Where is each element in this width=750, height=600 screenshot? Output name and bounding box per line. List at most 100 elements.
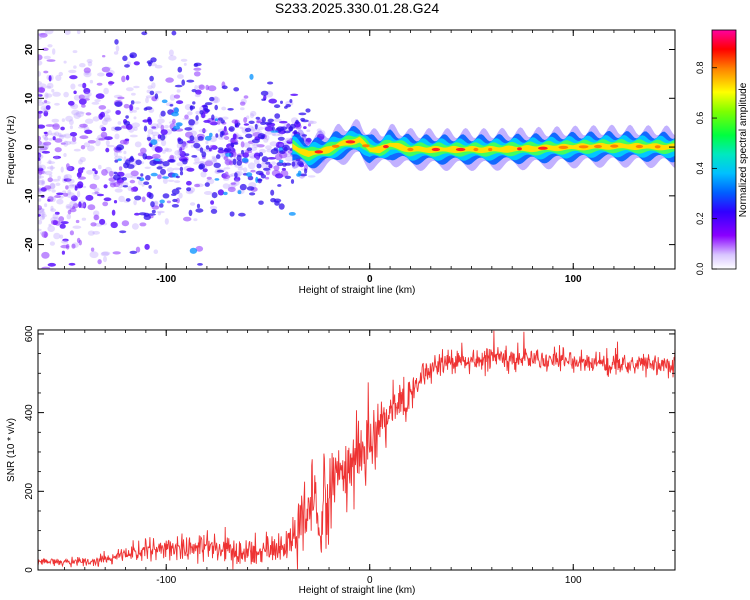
spectrum-blob-core: [123, 162, 129, 169]
snr-xlabel: Height of straight line (km): [299, 585, 416, 596]
spectrum-blob: [103, 87, 109, 95]
spectrum-blob-core: [162, 161, 170, 167]
spectrum-blob: [38, 186, 41, 191]
spectrum-blob: [151, 153, 161, 160]
spectrum-blob-core: [149, 75, 154, 82]
spectrum-blob: [176, 89, 181, 93]
spectrum-blob: [167, 179, 175, 182]
spectrum-blob: [68, 262, 76, 266]
spectrum-blob: [59, 223, 66, 229]
spectrum-blob-core: [300, 117, 306, 122]
spectrum-blob-core: [205, 102, 213, 106]
spectrum-blob: [38, 140, 42, 146]
spectrum-blob-core: [279, 150, 286, 155]
spectrum-blob: [58, 216, 65, 222]
spectrum-blob-core: [114, 126, 122, 131]
spectrum-blob: [308, 120, 317, 125]
spectrum-blob: [141, 183, 145, 187]
colorbar-tick-label: 0.8: [695, 61, 705, 74]
spectrum-peak: [610, 144, 619, 148]
chart-title: S233.2025.330.01.28.G24: [275, 0, 439, 16]
spectrum-blob-core: [146, 136, 152, 141]
spectrum-blob: [94, 99, 101, 103]
spectrum-peak: [455, 147, 466, 152]
spectrum-blob: [70, 195, 78, 202]
spectrum-blob: [168, 55, 177, 61]
spectrum-blob-core: [304, 168, 308, 174]
spectrum-blob: [256, 120, 261, 124]
spectrum-blob: [133, 116, 137, 120]
spectrum-blob: [111, 126, 115, 131]
spectrum-blob-core: [211, 114, 215, 121]
spectrum-blob-core: [278, 203, 285, 210]
spectrum-blob-core: [113, 174, 121, 181]
spectrum-blob: [45, 124, 55, 127]
spectrum-blob-core: [172, 198, 178, 203]
spectrum-blob: [286, 138, 294, 143]
spectrum-blob: [223, 155, 229, 161]
spectrogram-frame: [37, 29, 676, 270]
spectrum-blob-core: [174, 84, 183, 88]
spectrum-blob-core: [297, 170, 302, 176]
spectrogram-xtick-label: -100: [156, 274, 176, 285]
spectrum-blob: [169, 94, 176, 101]
spectrum-blob: [65, 204, 72, 210]
spectrum-blob-core: [204, 135, 212, 141]
spectrum-blob-core: [125, 198, 131, 202]
spectrum-blob: [83, 87, 91, 95]
spectrum-blob: [237, 166, 244, 171]
spectrum-blob: [40, 179, 45, 186]
spectrum-blob-core: [289, 99, 293, 103]
spectrum-blob: [78, 201, 82, 208]
colorbar-ticks: 0.0 0.2 0.4 0.6 0.8: [695, 61, 717, 275]
spectrum-blob-core: [199, 110, 204, 115]
spectrum-blob: [38, 198, 42, 202]
spectrum-blob-core: [122, 286, 129, 290]
spectrum-blob: [44, 203, 48, 208]
spectrum-blob: [38, 190, 45, 193]
spectrum-blob: [105, 147, 110, 153]
spectrum-blob: [168, 49, 174, 57]
spectrum-blob: [83, 98, 90, 101]
spectrum-blob-core: [140, 343, 146, 348]
spectrum-blob: [41, 251, 50, 259]
spectrum-blob-core: [232, 158, 237, 165]
spectrum-blob: [195, 245, 204, 252]
spectrum-blob: [69, 200, 77, 207]
spectrum-blob: [250, 126, 255, 134]
spectrogram-ytick-label: 20: [24, 44, 35, 56]
spectrum-blob-core: [205, 145, 210, 150]
spectrum-blob-core: [282, 162, 287, 167]
spectrum-blob-core: [270, 130, 279, 133]
spectrum-blob: [41, 231, 49, 238]
spectrum-blob: [121, 75, 126, 83]
spectrum-blob: [79, 111, 85, 115]
spectrum-blob: [189, 202, 196, 206]
spectrum-blob: [60, 126, 65, 131]
spectrum-blob: [66, 178, 75, 184]
spectrum-blob-core: [254, 123, 258, 130]
spectrum-blob-core: [168, 159, 176, 163]
spectrum-blob-core: [159, 199, 165, 204]
spectrum-blob: [103, 117, 112, 122]
spectrum-blob: [108, 80, 113, 86]
spectrum-blob: [47, 177, 53, 183]
spectrum-blob: [118, 166, 123, 171]
spectrum-blob: [224, 136, 230, 140]
spectrum-blob-core: [270, 189, 275, 196]
spectrum-blob: [100, 111, 105, 118]
spectrum-blob-core: [150, 139, 158, 146]
spectrum-blob: [51, 178, 61, 182]
spectrum-blob: [106, 109, 111, 114]
spectrum-blob: [275, 141, 285, 149]
spectrum-blob-core: [196, 203, 201, 209]
spectrum-blob: [164, 147, 169, 152]
spectrum-blob: [98, 138, 106, 141]
spectrum-blob-core: [147, 118, 152, 122]
spectrum-blob-core: [160, 110, 166, 117]
spectrum-blob: [41, 180, 46, 185]
spectrum-blob: [186, 140, 195, 144]
spectrum-blob: [269, 141, 278, 147]
